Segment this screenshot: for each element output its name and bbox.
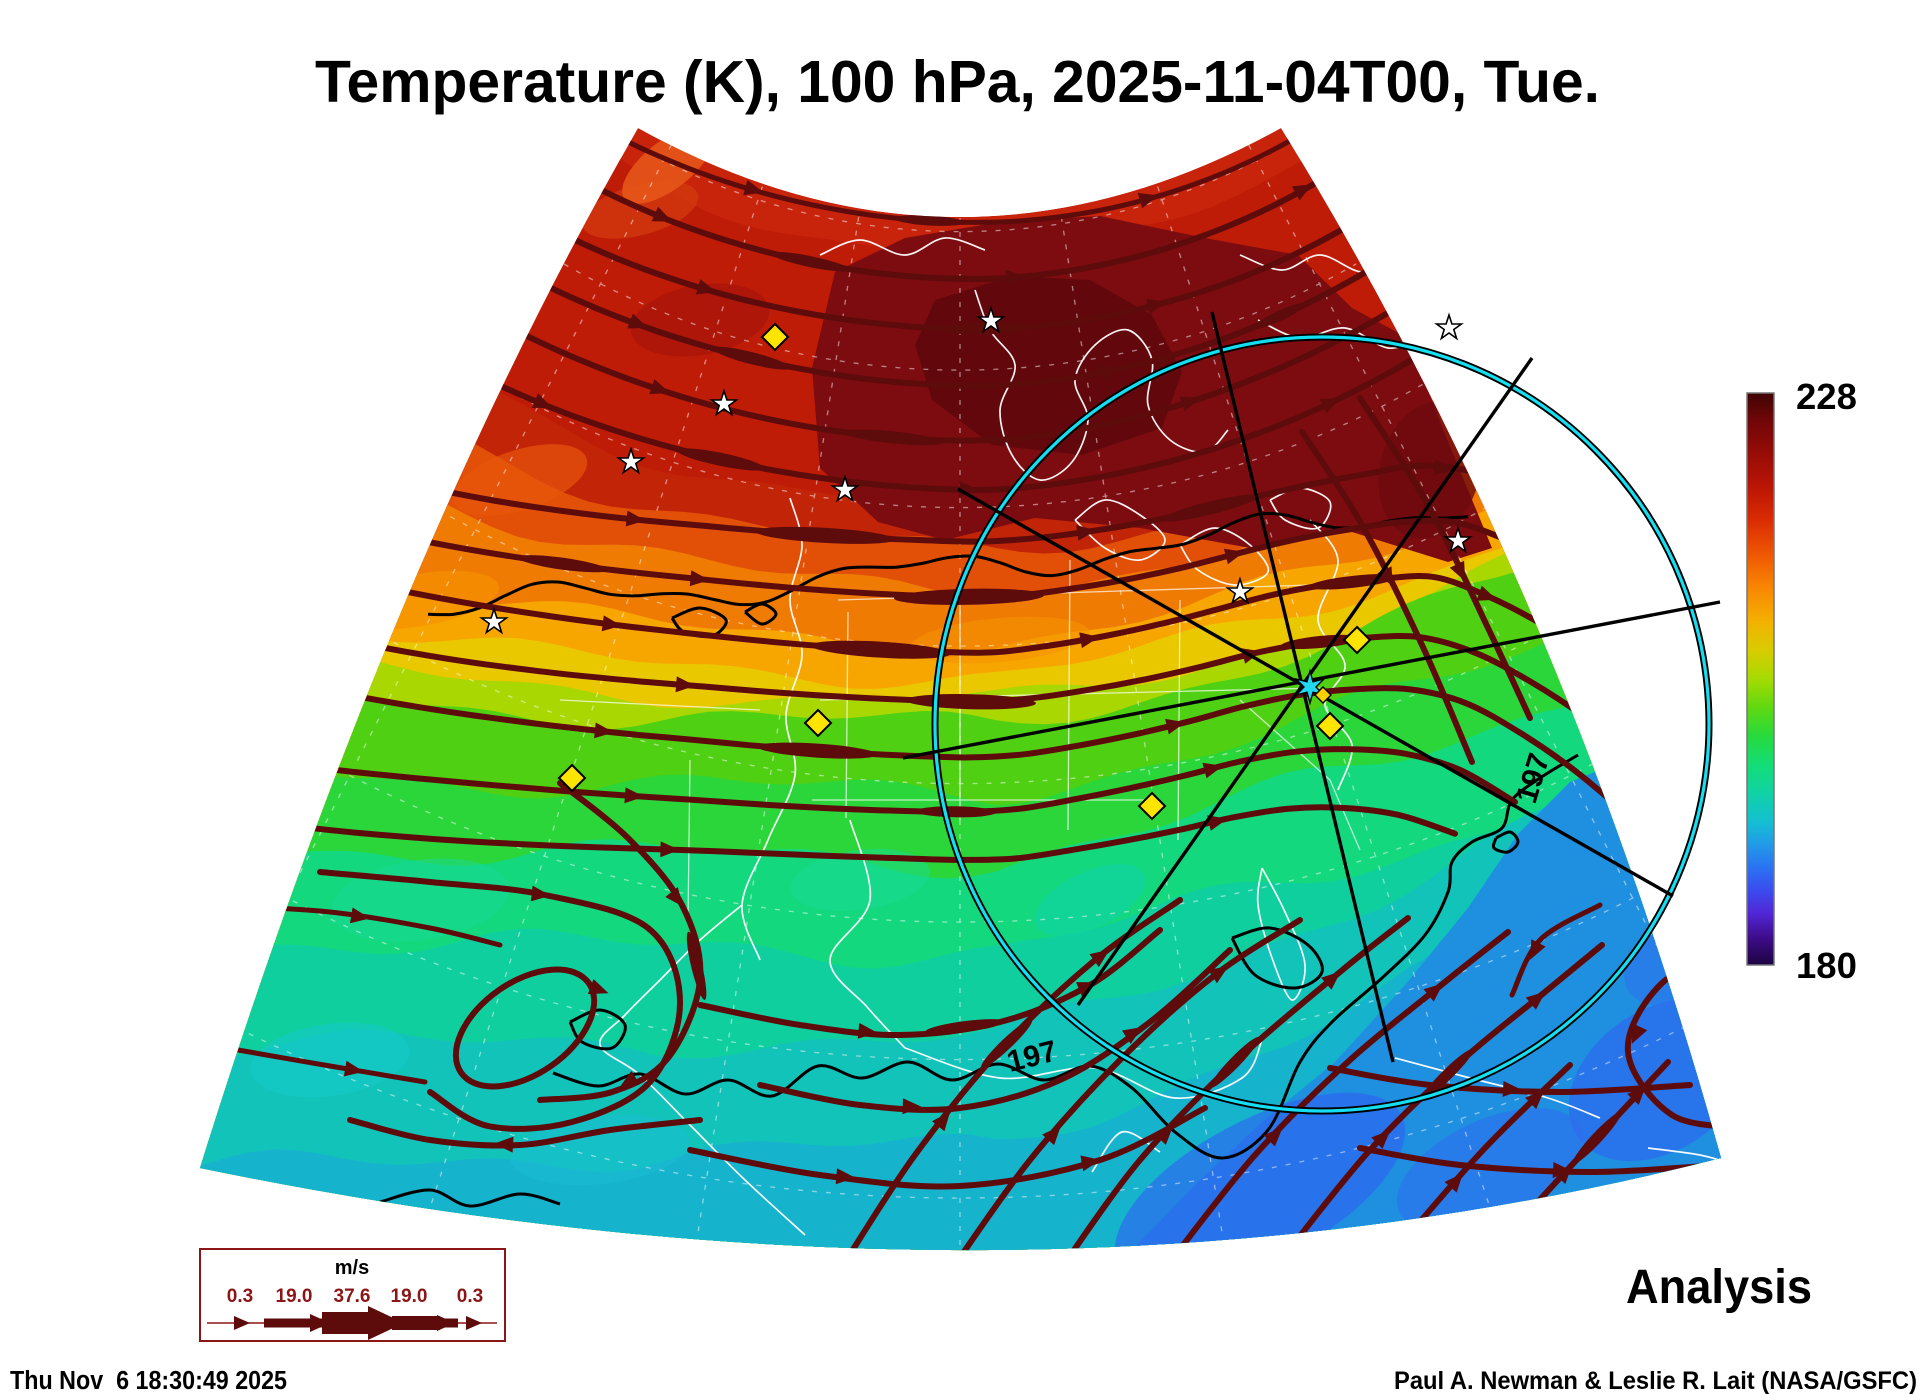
svg-text:19.0: 19.0 [276,1286,313,1307]
svg-text:0.3: 0.3 [457,1286,483,1307]
svg-text:Thu Nov 6 18:30:49 2025: Thu Nov 6 18:30:49 2025 [10,1367,287,1394]
svg-text:228: 228 [1796,376,1857,417]
svg-text:37.6: 37.6 [334,1286,371,1307]
svg-text:m/s: m/s [335,1257,369,1279]
svg-text:0.3: 0.3 [227,1286,253,1307]
svg-text:Paul A. Newman & Leslie R. Lai: Paul A. Newman & Leslie R. Lait (NASA/GS… [1394,1367,1917,1394]
svg-text:180: 180 [1796,945,1857,986]
svg-text:19.0: 19.0 [391,1286,428,1307]
svg-text:Temperature (K), 100 hPa, 2025: Temperature (K), 100 hPa, 2025-11-04T00,… [315,49,1600,115]
svg-text:Analysis: Analysis [1626,1261,1812,1314]
